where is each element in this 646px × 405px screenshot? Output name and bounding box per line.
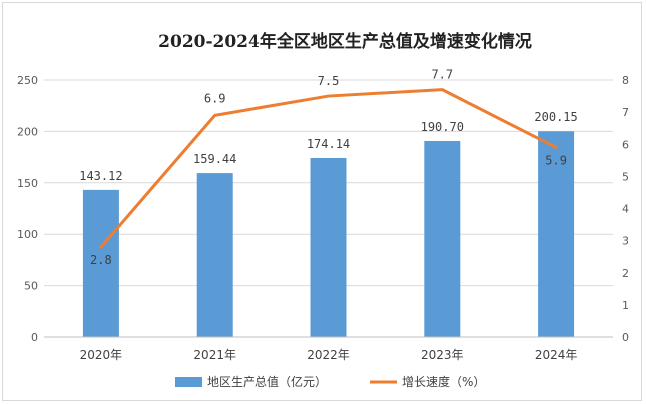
category-label: 2023年 [421,348,464,362]
bar-value-label: 159.44 [193,152,236,166]
bar-value-label: 190.70 [421,120,464,134]
bar [82,189,119,337]
bar-value-label: 174.14 [307,137,350,151]
right-tick-label: 3 [622,235,629,248]
category-label: 2021年 [193,348,236,362]
bar-value-label: 200.15 [534,110,577,124]
left-tick-label: 100 [17,228,38,241]
left-axis: 0 50 100 150 200 250 [17,74,38,344]
category-label: 2020年 [80,348,123,362]
bar [538,131,575,337]
right-tick-label: 5 [622,170,629,183]
category-label: 2022年 [307,348,350,362]
left-tick-label: 150 [17,177,38,190]
line-value-label: 7.5 [318,74,340,88]
data-labels: 143.12 159.44 174.14 190.70 200.15 2.8 6.9 7.5 7… [79,68,578,267]
right-axis: 0 1 2 3 4 5 6 7 8 [622,74,629,344]
left-tick-label: 50 [24,280,38,293]
right-tick-label: 6 [622,138,629,151]
right-tick-label: 2 [622,267,629,280]
right-tick-label: 1 [622,299,629,312]
legend: 地区生产总值（亿元） 增长速度（%） [175,374,485,389]
growth-line-group [99,88,558,249]
left-tick-label: 0 [31,331,38,344]
line-value-label: 7.7 [431,68,453,82]
bar [310,157,347,337]
right-tick-label: 4 [622,203,629,216]
x-axis: 2020年 2021年 2022年 2023年 2024年 [44,336,613,362]
left-tick-label: 250 [17,74,38,87]
legend-swatch-bar [175,377,202,387]
right-tick-label: 7 [622,106,629,119]
chart-title: 2020-2024年全区地区生产总值及增速变化情况 [158,31,532,52]
left-tick-label: 200 [17,125,38,138]
right-tick-label: 0 [622,331,629,344]
line-value-label: 6.9 [204,91,226,105]
line-value-label: 2.8 [90,253,112,267]
bar [196,173,233,337]
bars [82,131,575,337]
category-label: 2024年 [535,348,578,362]
line-value-label: 5.9 [545,153,567,167]
bar [424,140,461,337]
right-tick-label: 8 [622,74,629,87]
legend-label-bar: 地区生产总值（亿元） [207,374,327,389]
legend-label-line: 增长速度（%） [402,374,485,389]
bar-value-label: 143.12 [79,169,122,183]
